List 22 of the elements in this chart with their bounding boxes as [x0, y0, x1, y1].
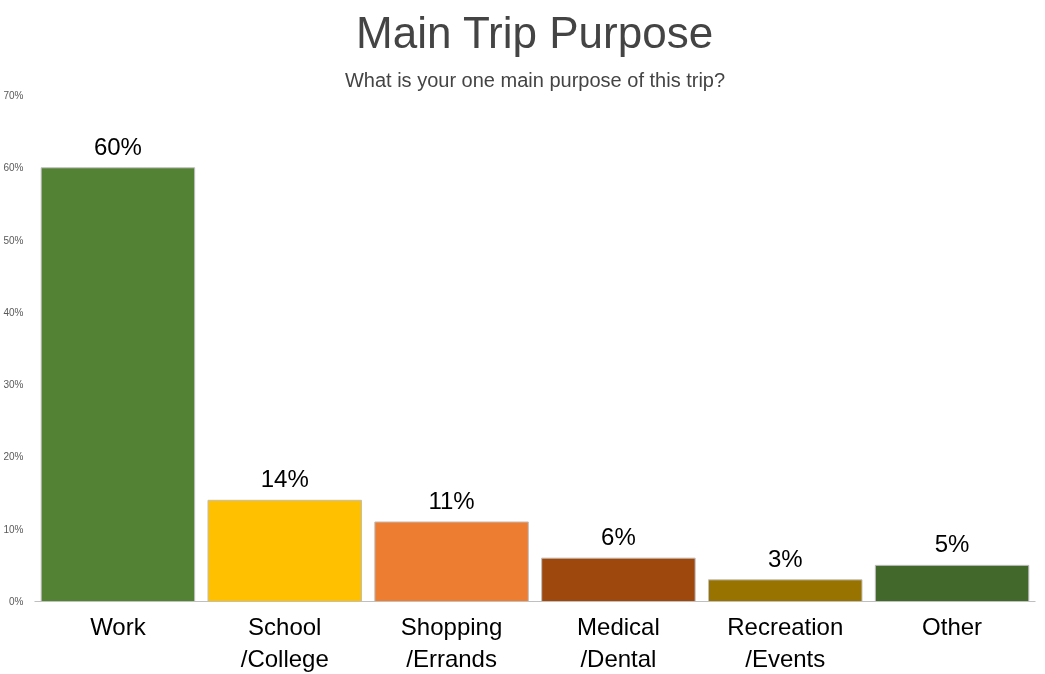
chart-title: Main Trip Purpose: [356, 7, 714, 57]
chart-subtitle: What is your one main purpose of this trip?: [344, 68, 726, 91]
data-label: 6%: [601, 523, 636, 551]
x-tick-label: Work: [90, 612, 147, 640]
data-label: 3%: [767, 544, 803, 572]
data-label: 5%: [934, 530, 970, 558]
y-tick-label: 40%: [3, 306, 24, 318]
data-label: 60%: [93, 132, 142, 160]
y-tick-label: 60%: [3, 162, 24, 174]
y-tick-label: 30%: [3, 379, 24, 391]
data-label: 14%: [260, 465, 309, 493]
y-tick-label: 20%: [3, 451, 24, 463]
data-label: 11%: [428, 486, 475, 514]
x-tick-label: Shopping /Errands: [400, 612, 503, 672]
x-tick-label: School /College: [240, 612, 329, 672]
y-tick-label: 70%: [3, 90, 24, 101]
y-tick-label: 50%: [3, 234, 24, 246]
x-tick-label: Recreation /Events: [727, 612, 844, 672]
y-tick-label: 10%: [3, 523, 24, 535]
x-tick-label: Medical /Dental: [577, 612, 660, 672]
y-tick-label: 0%: [9, 596, 24, 607]
x-tick-label: Other: [922, 612, 983, 640]
